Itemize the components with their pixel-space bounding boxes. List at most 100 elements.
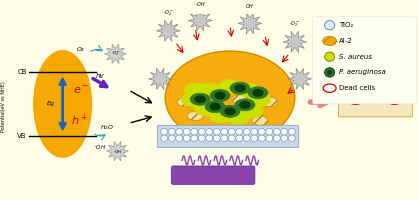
Ellipse shape	[388, 96, 401, 104]
Polygon shape	[188, 10, 212, 31]
Ellipse shape	[209, 109, 231, 123]
Text: $h^+$: $h^+$	[71, 113, 88, 128]
Ellipse shape	[215, 92, 225, 99]
Text: $\cdot OH$: $\cdot OH$	[195, 0, 206, 8]
Text: TiO₂: TiO₂	[339, 22, 353, 28]
Text: VB: VB	[17, 133, 27, 139]
Ellipse shape	[177, 97, 193, 107]
Circle shape	[168, 135, 175, 141]
Circle shape	[251, 128, 258, 135]
Text: $\cdot O_2^-$: $\cdot O_2^-$	[289, 19, 300, 29]
Ellipse shape	[232, 95, 248, 104]
Circle shape	[288, 128, 295, 135]
Text: $e^-$: $e^-$	[72, 84, 89, 96]
Ellipse shape	[370, 85, 384, 93]
Ellipse shape	[383, 87, 397, 95]
Circle shape	[258, 128, 265, 135]
Ellipse shape	[249, 92, 271, 106]
Ellipse shape	[362, 95, 375, 103]
Polygon shape	[288, 68, 312, 89]
Ellipse shape	[253, 90, 263, 96]
Circle shape	[176, 128, 183, 135]
Circle shape	[191, 135, 198, 141]
Text: $O_2$: $O_2$	[76, 45, 85, 54]
Ellipse shape	[210, 103, 220, 110]
Circle shape	[288, 135, 295, 141]
Circle shape	[281, 135, 288, 141]
Ellipse shape	[187, 111, 203, 121]
Text: hv: hv	[96, 73, 105, 79]
Ellipse shape	[323, 84, 336, 92]
Ellipse shape	[336, 83, 413, 112]
Ellipse shape	[237, 83, 259, 97]
Ellipse shape	[210, 90, 230, 102]
Circle shape	[273, 128, 280, 135]
Circle shape	[243, 135, 250, 141]
Circle shape	[183, 135, 190, 141]
Circle shape	[191, 128, 198, 135]
Circle shape	[206, 135, 213, 141]
Text: $OH$: $OH$	[245, 2, 255, 10]
Ellipse shape	[219, 79, 241, 93]
Ellipse shape	[202, 85, 218, 95]
Circle shape	[213, 135, 220, 141]
Ellipse shape	[227, 111, 249, 125]
Polygon shape	[106, 141, 128, 161]
Ellipse shape	[396, 90, 410, 98]
Circle shape	[198, 128, 205, 135]
Ellipse shape	[212, 107, 228, 116]
Polygon shape	[156, 20, 180, 41]
Circle shape	[228, 128, 235, 135]
Circle shape	[176, 135, 183, 141]
Polygon shape	[104, 44, 127, 64]
Ellipse shape	[195, 96, 205, 103]
Ellipse shape	[240, 102, 250, 108]
Polygon shape	[148, 68, 172, 89]
Ellipse shape	[34, 51, 91, 157]
Ellipse shape	[248, 87, 268, 99]
Ellipse shape	[181, 92, 203, 106]
Circle shape	[281, 128, 288, 135]
Text: Potential(eV vs NHE): Potential(eV vs NHE)	[1, 81, 6, 132]
Circle shape	[183, 128, 190, 135]
Ellipse shape	[225, 108, 235, 115]
Text: Dead cells: Dead cells	[339, 85, 375, 91]
Ellipse shape	[349, 96, 362, 104]
Circle shape	[325, 21, 335, 30]
Text: P. aeruginosa: P. aeruginosa	[339, 69, 385, 75]
FancyBboxPatch shape	[313, 17, 416, 104]
Circle shape	[325, 52, 335, 61]
Circle shape	[221, 135, 228, 141]
Ellipse shape	[262, 97, 278, 107]
Ellipse shape	[357, 86, 372, 94]
Text: $\cdot O_2^-$: $\cdot O_2^-$	[163, 8, 174, 18]
Ellipse shape	[220, 105, 240, 117]
Circle shape	[266, 128, 273, 135]
Ellipse shape	[375, 94, 388, 103]
Circle shape	[221, 128, 228, 135]
Text: $\cdot O_2^-$: $\cdot O_2^-$	[111, 50, 120, 58]
Text: AI-2: AI-2	[339, 38, 352, 44]
Ellipse shape	[190, 93, 210, 105]
Ellipse shape	[184, 83, 206, 97]
Ellipse shape	[235, 99, 255, 111]
Circle shape	[251, 135, 258, 141]
Circle shape	[266, 135, 273, 141]
Ellipse shape	[252, 116, 268, 125]
Ellipse shape	[230, 82, 250, 94]
Ellipse shape	[241, 104, 263, 118]
Polygon shape	[283, 31, 307, 52]
Circle shape	[325, 68, 335, 77]
Text: $H_2O$: $H_2O$	[101, 123, 115, 132]
Ellipse shape	[205, 101, 225, 113]
Circle shape	[273, 135, 280, 141]
Circle shape	[236, 135, 243, 141]
Circle shape	[327, 70, 332, 75]
Ellipse shape	[199, 83, 221, 97]
Circle shape	[228, 135, 235, 141]
Text: $\cdot OH$: $\cdot OH$	[113, 148, 122, 155]
Ellipse shape	[235, 85, 245, 91]
Circle shape	[161, 135, 168, 141]
Ellipse shape	[194, 102, 216, 115]
Ellipse shape	[344, 89, 359, 97]
